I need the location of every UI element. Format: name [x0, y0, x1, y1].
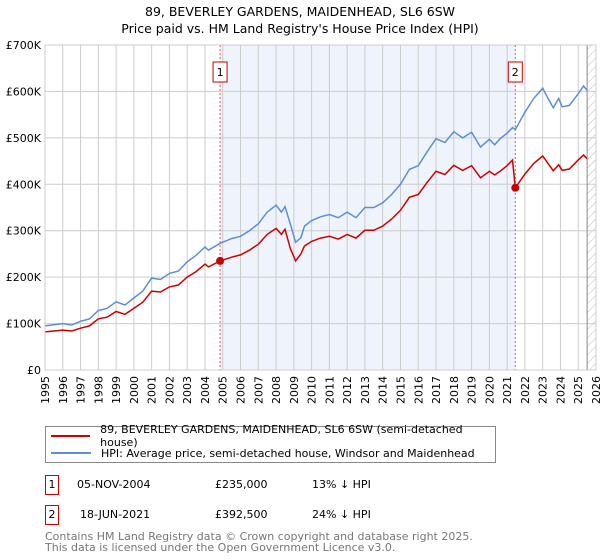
- x-tick-label: 2022: [519, 376, 532, 404]
- x-tick-label: 2004: [199, 376, 212, 404]
- sale-point: [511, 183, 520, 192]
- legend-item-hpi: HPI: Average price, semi-detached house,…: [51, 445, 475, 461]
- y-tick-label: £500K: [6, 132, 42, 145]
- x-tick-label: 2003: [181, 376, 194, 404]
- x-tick-label: 2026: [590, 376, 600, 404]
- x-tick-label: 2013: [359, 376, 372, 404]
- plot-border: [44, 44, 597, 371]
- y-tick-label: £400K: [6, 178, 42, 191]
- x-tick-label: 2018: [448, 376, 461, 404]
- y-tick-label: £300K: [6, 225, 42, 238]
- price-paid-line: [44, 153, 588, 333]
- future-hatch: [587, 45, 596, 370]
- x-tick-label: 2019: [466, 376, 479, 404]
- x-tick-label: 1998: [92, 376, 105, 404]
- legend-label: HPI: Average price, semi-detached house,…: [101, 446, 475, 460]
- chart-subtitle: Price paid vs. HM Land Registry's House …: [121, 21, 479, 36]
- sale-badge: 2: [45, 505, 59, 525]
- sale-hpi-diff: 24% ↓ HPI: [312, 508, 371, 521]
- chart-title: 89, BEVERLEY GARDENS, MAIDENHEAD, SL6 6S…: [145, 4, 455, 19]
- x-tick-label: 1995: [39, 376, 52, 404]
- sale-badge: 1: [45, 475, 59, 495]
- y-tick-label: £200K: [6, 271, 42, 284]
- sale-date: 05-NOV-2004: [77, 478, 151, 491]
- legend-swatch-blue: [51, 452, 91, 454]
- x-tick-label: 2000: [128, 376, 141, 404]
- y-tick-label: £700K: [6, 39, 42, 52]
- x-tick-label: 2001: [146, 376, 159, 404]
- legend-label: 89, BEVERLEY GARDENS, MAIDENHEAD, SL6 6S…: [100, 423, 463, 449]
- legend-item-price: 89, BEVERLEY GARDENS, MAIDENHEAD, SL6 6S…: [51, 423, 495, 449]
- legend-swatch-red: [51, 435, 91, 437]
- sale-row: 1 05-NOV-2004 £235,000 13% ↓ HPI: [45, 475, 445, 495]
- sale-hpi-diff: 13% ↓ HPI: [312, 478, 371, 491]
- hpi-line: [44, 84, 588, 327]
- x-tick-label: 1997: [75, 376, 88, 404]
- footer-copyright: Contains HM Land Registry data © Crown c…: [45, 530, 473, 543]
- sale-date: 18-JUN-2021: [80, 508, 151, 521]
- x-tick-label: 2002: [163, 376, 176, 404]
- sale-marker-label: 2: [512, 66, 519, 79]
- y-tick-label: £600K: [6, 85, 42, 98]
- x-tick-label: 2012: [341, 376, 354, 404]
- plot-area: 1995 1996 1997 1998 1999 2000 2001 2002 2003 2004…: [6, 39, 600, 404]
- x-tick-label: 1999: [110, 376, 123, 404]
- x-tick-label: 2008: [270, 376, 283, 404]
- x-tick-label: 2015: [394, 376, 407, 404]
- x-tick-label: 2010: [306, 376, 319, 404]
- x-tick-label: 2011: [323, 376, 336, 404]
- x-tick-label: 2007: [252, 376, 265, 404]
- sale-marker-label: 1: [217, 66, 224, 79]
- x-tick-label: 2014: [377, 376, 390, 404]
- x-tick-label: 2020: [483, 376, 496, 404]
- x-tick-label: 2006: [235, 376, 248, 404]
- x-tick-label: 2021: [501, 376, 514, 404]
- x-tick-label: 2024: [554, 376, 567, 404]
- sale-row: 2 18-JUN-2021 £392,500 24% ↓ HPI: [45, 505, 445, 525]
- sale-point: [216, 256, 225, 265]
- sale-marker-badge: [507, 61, 523, 83]
- footer-licence: This data is licensed under the Open Gov…: [45, 541, 396, 554]
- x-tick-label: 2005: [217, 376, 230, 404]
- x-tick-label: 2023: [537, 376, 550, 404]
- x-tick-label: 2016: [412, 376, 425, 404]
- sale-price: £235,000: [215, 478, 268, 491]
- sale-marker-badge: [212, 61, 228, 83]
- x-tick-label: 2017: [430, 376, 443, 404]
- x-tick-label: 2009: [288, 376, 301, 404]
- y-tick-label: £100K: [6, 318, 42, 331]
- x-tick-label: 2025: [572, 376, 585, 404]
- y-tick-label: £0: [27, 364, 41, 377]
- x-tick-label: 1996: [57, 376, 70, 404]
- sale-price: £392,500: [215, 508, 268, 521]
- legend: 89, BEVERLEY GARDENS, MAIDENHEAD, SL6 6S…: [45, 423, 496, 463]
